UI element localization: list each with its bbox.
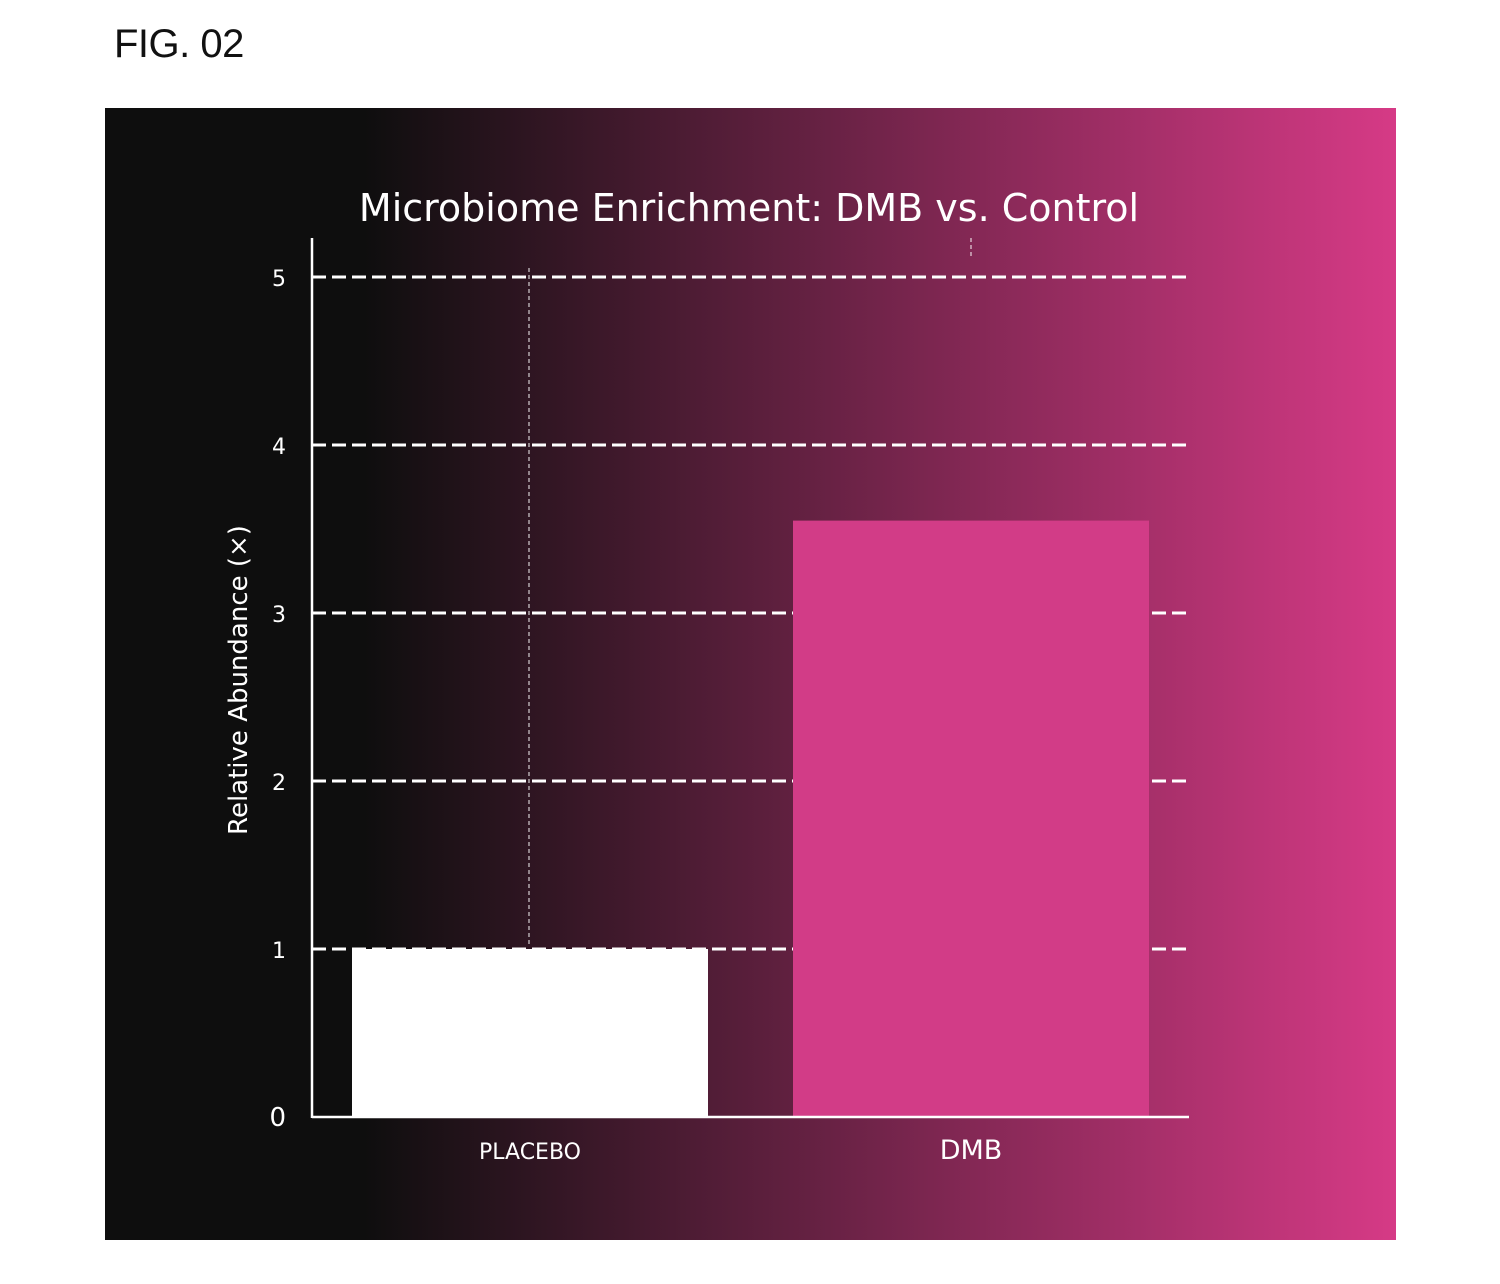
y-tick-label: 5 (272, 267, 286, 292)
bars (352, 520, 1149, 1117)
chart-panel: Microbiome Enrichment: DMB vs. Control R… (105, 108, 1396, 1240)
axes (310, 238, 1189, 1119)
bar-placebo (352, 949, 708, 1117)
y-tick-label: 0 (269, 1103, 286, 1133)
y-tick-label: 2 (272, 771, 286, 796)
chart-title: Microbiome Enrichment: DMB vs. Control (359, 186, 1139, 230)
tick-labels: 0 1 2 3 4 5 PLACEBO DMB (269, 267, 1002, 1166)
chart-background (105, 108, 1396, 1240)
y-tick-label: 1 (272, 939, 286, 964)
figure-label: FIG. 02 (114, 22, 244, 66)
y-axis-label: Relative Abundance (×) (224, 525, 254, 835)
x-tick-label: DMB (940, 1135, 1003, 1166)
x-tick-label: PLACEBO (479, 1140, 581, 1165)
bar-dmb (793, 520, 1149, 1117)
bar-chart: Microbiome Enrichment: DMB vs. Control R… (105, 108, 1396, 1240)
y-tick-label: 3 (272, 603, 286, 628)
y-tick-label: 4 (272, 435, 286, 460)
